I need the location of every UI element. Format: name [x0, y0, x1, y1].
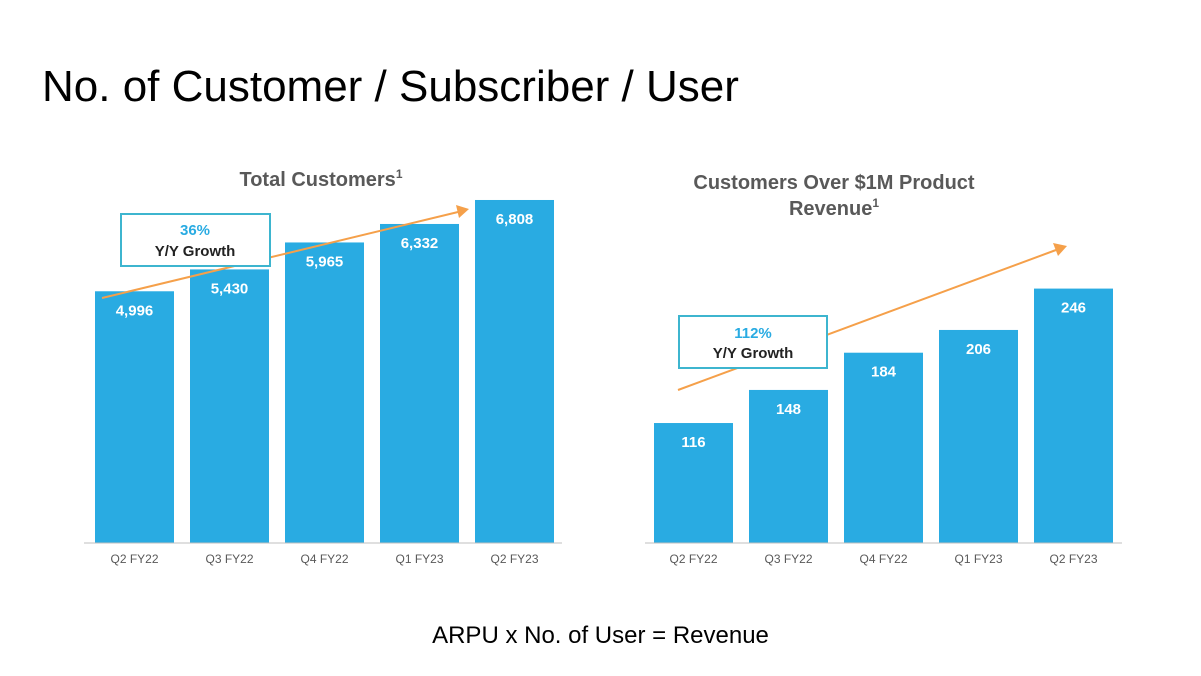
total-customers-chart: Total Customers1 4,996 5,430 5,965 6,332 6,8… — [84, 167, 562, 566]
x-tick-label: Q4 FY22 — [300, 552, 348, 566]
chart-title-line-1: Customers Over $1M Product — [693, 172, 975, 194]
bar-q2-fy22 — [95, 291, 174, 543]
bar-value-label: 6,332 — [401, 235, 439, 252]
bars — [95, 199, 554, 544]
bar-q2-fy22 — [654, 423, 733, 543]
revenue-formula: ARPU x No. of User = Revenue — [432, 622, 769, 649]
growth-percent: 112% — [734, 325, 772, 342]
growth-callout-box — [678, 315, 828, 369]
trend-arrow-head — [456, 205, 469, 218]
bar-value-label: 6,808 — [496, 211, 534, 228]
value-labels: 4,996 5,430 5,965 6,332 6,808 — [116, 211, 534, 319]
bar-value-label: 5,965 — [306, 253, 344, 270]
bar-value-label: 4,996 — [116, 302, 154, 319]
growth-label: Y/Y Growth — [155, 243, 236, 260]
growth-callout: 112% Y/Y Growth — [678, 315, 828, 369]
bar-q4-fy22 — [844, 352, 923, 543]
bar-value-label: 148 — [776, 401, 801, 418]
chart-title: Total Customers1 — [239, 167, 402, 191]
x-tick-label: Q1 FY23 — [954, 552, 1002, 566]
bar-q4-fy22 — [285, 242, 364, 543]
x-tick-label: Q2 FY22 — [110, 552, 158, 566]
bar-value-label: 206 — [966, 341, 991, 358]
page-title: No. of Customer / Subscriber / User — [42, 62, 739, 111]
value-labels: 116 148 184 206 246 — [681, 300, 1086, 451]
bar-value-label: 246 — [1061, 300, 1086, 317]
customers-over-1m-chart: Customers Over $1M Product Revenue1 1161… — [645, 172, 1122, 566]
bar-value-label: 5,430 — [211, 280, 249, 297]
x-tick-label: Q3 FY22 — [764, 552, 812, 566]
x-tick-label: Q1 FY23 — [395, 552, 443, 566]
growth-percent: 36% — [180, 222, 210, 239]
x-tick-label: Q2 FY22 — [669, 552, 717, 566]
x-tick-label: Q2 FY23 — [1049, 552, 1097, 566]
growth-callout: 36% Y/Y Growth — [120, 213, 271, 267]
bar-q1-fy23 — [380, 223, 459, 544]
x-tick-label: Q3 FY22 — [205, 552, 253, 566]
x-tick-label: Q4 FY22 — [859, 552, 907, 566]
tick-labels: Q2 FY22 Q3 FY22 Q4 FY22 Q1 FY23 Q2 FY23 — [110, 552, 538, 566]
bar-q3-fy22 — [749, 389, 828, 543]
x-tick-label: Q2 FY23 — [490, 552, 538, 566]
growth-callout-box — [120, 213, 271, 267]
bar-value-label: 184 — [871, 364, 897, 381]
chart-title-line-2: Revenue1 — [789, 196, 879, 220]
bar-q2-fy23 — [1034, 288, 1113, 543]
tick-labels: Q2 FY22 Q3 FY22 Q4 FY22 Q1 FY23 Q2 FY23 — [669, 552, 1097, 566]
growth-label: Y/Y Growth — [713, 345, 794, 362]
bar-q1-fy23 — [939, 329, 1018, 543]
bar-q2-fy23 — [475, 199, 554, 543]
trend-arrow-head — [1053, 243, 1067, 256]
bar-q3-fy22 — [190, 269, 269, 543]
trend-arrow — [101, 211, 459, 299]
bars — [654, 288, 1113, 543]
bar-value-label: 116 — [681, 434, 705, 451]
